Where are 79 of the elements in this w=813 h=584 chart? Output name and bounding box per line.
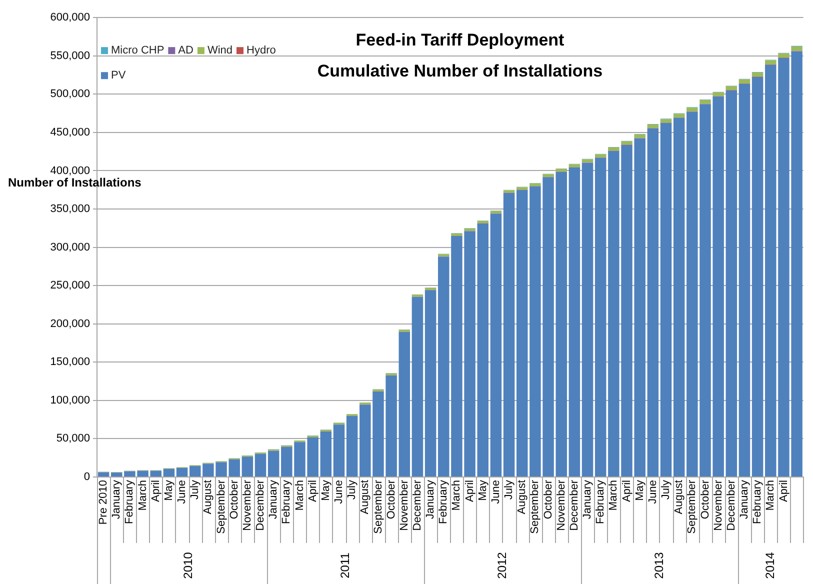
x-tick-label: June [176, 480, 188, 504]
x-tick-label: January [738, 480, 751, 520]
x-tick-label: September [686, 480, 698, 534]
x-tick-label: March [450, 480, 463, 511]
x-tick-label: August [202, 480, 214, 514]
x-tick-label: March [136, 480, 149, 511]
x-tick-label: December [725, 480, 738, 531]
legend-label: PV [111, 70, 126, 82]
x-tick-label: February [438, 480, 450, 524]
y-tick-label: 300,000 [50, 241, 90, 254]
x-tick-label: August [673, 480, 686, 514]
x-tick-label: October [542, 480, 554, 520]
x-tick-label: October [228, 480, 240, 520]
text: 2012 [494, 552, 509, 579]
text: 2010 [180, 552, 195, 579]
legend-label: Hydro [246, 44, 276, 57]
text: Feed-in Tariff Deployment [356, 30, 565, 50]
x-tick-label: March [764, 480, 777, 511]
x-tick-label: November [398, 480, 410, 531]
x-tick-label: February [124, 480, 136, 524]
x-tick-label: June [333, 480, 346, 504]
x-tick-label: August [516, 480, 528, 514]
x-tick-label: September [215, 480, 228, 534]
x-tick-label: December [254, 480, 267, 531]
x-tick-label: September [529, 480, 542, 534]
text: 2013 [652, 552, 666, 579]
x-tick-label: January [582, 480, 594, 520]
x-tick-label: July [503, 480, 516, 500]
x-tick-label: February [280, 480, 293, 524]
x-tick-label: October [699, 480, 712, 520]
y-tick-label: 400,000 [50, 164, 90, 177]
y-tick-label: 600,000 [50, 12, 90, 24]
x-tick-label: April [620, 480, 633, 502]
x-tick-label: Pre 2010 [98, 480, 110, 525]
x-tick-label: November [712, 480, 724, 531]
y-tick-label: 0 [84, 471, 90, 484]
y-tick-label: 500,000 [50, 88, 90, 100]
text: 2011 [338, 552, 352, 578]
text: Cumulative Number of Installations [317, 62, 603, 81]
x-tick-label: June [490, 480, 502, 504]
x-tick-label: January [424, 480, 437, 520]
x-tick-label: September [372, 480, 384, 534]
x-tick-label: April [778, 480, 790, 502]
legend-label: Micro CHP [111, 44, 164, 57]
x-tick-label: December [412, 480, 424, 531]
x-tick-label: October [385, 480, 398, 520]
y-tick-label: 550,000 [50, 50, 90, 62]
x-tick-label: February [594, 480, 607, 524]
x-tick-label: April [150, 480, 162, 502]
x-tick-label: May [162, 480, 175, 501]
x-tick-label: June [646, 480, 659, 504]
x-tick-label: May [320, 480, 332, 501]
x-tick-label: July [189, 480, 202, 500]
y-tick-label: 50,000 [56, 432, 90, 445]
y-tick-label: 450,000 [50, 126, 90, 138]
x-tick-label: May [634, 480, 646, 501]
x-tick-label: July [346, 480, 358, 500]
y-tick-label: 250,000 [50, 280, 90, 292]
y-tick-label: 200,000 [50, 318, 90, 330]
x-tick-label: November [241, 480, 254, 531]
x-tick-label: April [306, 480, 319, 502]
x-tick-label: March [608, 480, 620, 511]
x-tick-label: January [268, 480, 280, 520]
x-tick-label: January [110, 480, 123, 520]
x-tick-label: December [568, 480, 580, 531]
x-tick-label: July [660, 480, 672, 500]
legend-label: Wind [207, 44, 233, 57]
x-tick-label: March [294, 480, 306, 511]
x-tick-label: May [476, 480, 489, 501]
y-tick-label: 350,000 [50, 203, 90, 216]
x-tick-label: November [555, 480, 568, 531]
x-tick-label: April [464, 480, 476, 502]
y-tick-label: 100,000 [50, 394, 90, 406]
text: 2014 [762, 552, 777, 579]
x-tick-label: February [752, 480, 764, 524]
x-tick-label: August [359, 480, 372, 514]
y-tick-label: 150,000 [50, 356, 90, 368]
y-axis-title: Number of Installations [8, 175, 142, 190]
legend-label: AD [178, 44, 194, 57]
